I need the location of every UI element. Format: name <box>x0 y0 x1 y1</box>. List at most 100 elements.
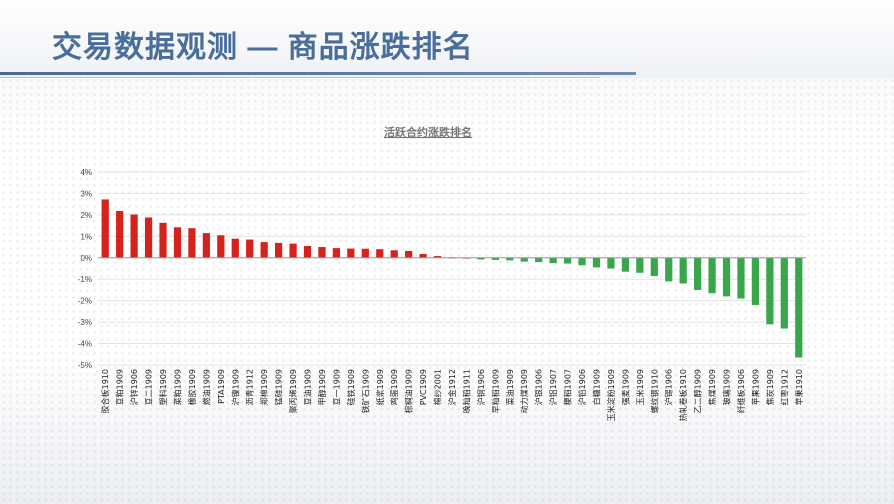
x-tick-label: 锰硅1909 <box>274 369 284 405</box>
x-tick-label: 热轧卷板1910 <box>678 369 688 421</box>
x-tick-label: 燃油1909 <box>201 369 211 405</box>
x-tick-label: 鸡蛋1909 <box>389 369 399 405</box>
bar <box>116 211 124 258</box>
x-tick-label: 铁矿石1909 <box>360 369 370 413</box>
x-tick-label: 沪铜1906 <box>476 369 486 405</box>
bar <box>332 248 341 258</box>
bar <box>159 222 167 258</box>
x-tick-label: 硅铁1909 <box>346 369 356 405</box>
x-tick-label: 动力煤1909 <box>519 369 529 413</box>
y-tick-label: -2% <box>78 297 92 306</box>
y-tick-label: -4% <box>78 340 92 349</box>
bar <box>679 257 687 284</box>
x-tick-label: 强麦1909 <box>620 369 630 405</box>
y-tick-label: 4% <box>80 168 92 177</box>
bar <box>202 233 210 258</box>
title-underline-thin <box>0 77 600 78</box>
title-underline <box>0 72 636 75</box>
bar <box>303 245 312 258</box>
x-tick-label: 早籼稻1909 <box>490 369 500 413</box>
bar <box>563 257 572 264</box>
x-tick-label: 玉米淀粉1909 <box>606 369 616 421</box>
x-tick-label: 沪锡1906 <box>664 369 674 405</box>
x-tick-label: PTA1909 <box>217 369 226 404</box>
x-tick-label: 焦炭1909 <box>765 369 775 405</box>
x-tick-label: 豆油1909 <box>303 369 313 405</box>
y-tick-label: -5% <box>78 361 92 370</box>
bar <box>101 199 109 258</box>
bar <box>578 257 586 266</box>
bar <box>708 257 716 294</box>
y-tick-label: -1% <box>78 275 92 284</box>
bar <box>535 257 543 263</box>
x-tick-label: 沪镍1909 <box>230 369 240 405</box>
x-tick-label: 棉纱2001 <box>433 369 443 405</box>
bar <box>722 257 731 297</box>
bar <box>491 257 499 260</box>
bar <box>477 257 485 260</box>
x-tick-label: 玉米1909 <box>635 369 645 405</box>
bar <box>260 242 268 258</box>
y-tick-label: 3% <box>80 189 92 198</box>
y-tick-label: 1% <box>80 232 92 241</box>
bar <box>592 257 601 268</box>
bar <box>217 235 225 258</box>
bar <box>361 248 369 258</box>
bar <box>289 243 297 258</box>
chart-bars <box>101 199 803 358</box>
x-tick-label: 豆粕1909 <box>115 369 125 405</box>
x-tick-label: 纸浆1909 <box>375 369 385 405</box>
x-tick-label: 红枣1912 <box>779 369 789 405</box>
bar <box>751 257 760 305</box>
bar <box>405 250 413 258</box>
bar <box>650 257 658 277</box>
bar <box>636 257 644 273</box>
x-tick-label: 沥青1912 <box>245 369 255 405</box>
x-tick-label: 乙二醇1909 <box>693 369 703 413</box>
x-tick-label: 橡胶1909 <box>187 369 197 405</box>
x-tick-label: 白糖1909 <box>591 369 601 405</box>
bar <box>390 250 398 258</box>
bar <box>520 257 528 262</box>
x-tick-label: 棕榈油1909 <box>404 369 414 413</box>
title-band <box>0 0 894 78</box>
x-axis-labels: 胶合板1910 豆粕1909 沪锌1906 豆二1909 塑料1909 菜粕1909 橡胶1… <box>100 369 804 421</box>
bar <box>621 257 629 272</box>
x-tick-label: 焦煤1909 <box>707 369 717 405</box>
bar <box>607 257 615 269</box>
bar <box>246 239 254 258</box>
bar <box>130 214 138 258</box>
bar <box>144 217 153 258</box>
x-tick-label: 沪金1912 <box>447 369 457 405</box>
bar <box>795 257 803 358</box>
slide-title: 交易数据观测 — 商品涨跌排名 <box>52 31 474 64</box>
y-tick-label: 2% <box>80 211 92 220</box>
bar <box>347 248 355 258</box>
bar <box>419 253 427 258</box>
x-tick-label: 沪铅1906 <box>577 369 587 405</box>
bar <box>766 257 774 325</box>
bar <box>780 257 788 329</box>
bar <box>549 257 557 264</box>
x-tick-label: 粳稻1907 <box>563 369 573 405</box>
x-tick-label: 纤维板1906 <box>736 369 746 413</box>
x-tick-label: 沪锌1906 <box>129 369 139 405</box>
bar <box>376 249 384 258</box>
x-tick-label: 塑料1909 <box>158 369 168 405</box>
x-tick-label: 菜油1909 <box>505 369 515 405</box>
bar <box>275 242 283 258</box>
x-tick-label: 沪银1906 <box>534 369 544 405</box>
x-tick-label: 聚丙烯1909 <box>288 369 298 413</box>
x-tick-label: 玻璃1909 <box>722 369 732 405</box>
x-tick-label: 苹果1909 <box>750 369 760 405</box>
bar <box>694 257 702 290</box>
bar <box>433 256 442 258</box>
x-tick-label: 菜粕1909 <box>172 369 182 405</box>
x-tick-label: 晚籼稻1911 <box>461 369 471 413</box>
x-tick-label: 豆一1909 <box>332 369 341 405</box>
bar <box>665 257 673 282</box>
bar <box>231 238 239 258</box>
bar <box>188 228 196 258</box>
x-tick-label: 苹果1910 <box>794 369 804 405</box>
